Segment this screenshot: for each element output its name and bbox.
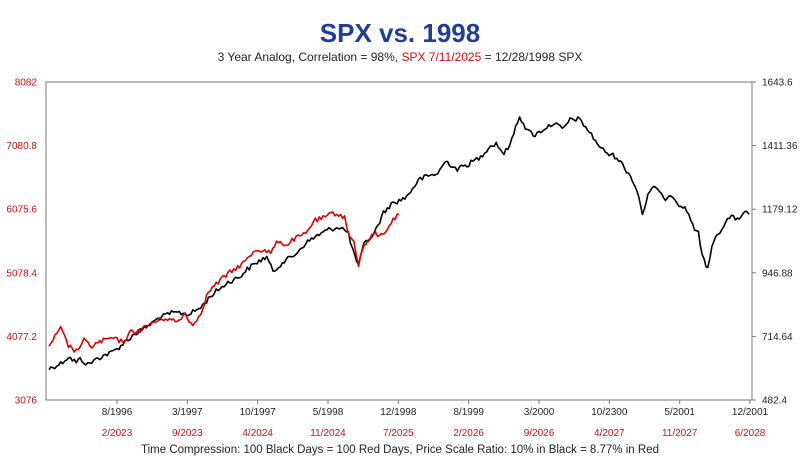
x-tick-label-red: 4/2027 bbox=[594, 428, 625, 439]
left-tick-label: 5078.4 bbox=[6, 268, 37, 279]
left-tick-label: 4077.2 bbox=[6, 332, 37, 343]
x-tick-label-red: 11/2027 bbox=[662, 428, 698, 439]
x-tick-label-red: 2/2026 bbox=[453, 428, 484, 439]
plot-frame bbox=[45, 81, 753, 401]
x-tick-label-red: 9/2023 bbox=[172, 428, 203, 439]
x-axis: 8/1996 2/2023 3/1997 9/2023 10/1997 4/2024 5/1… bbox=[102, 400, 769, 439]
right-tick-label: 1411.36 bbox=[762, 141, 798, 152]
series-line-red bbox=[48, 211, 400, 353]
subtitle-black-text: 3 Year Analog, Correlation = 98%, bbox=[217, 50, 399, 64]
x-tick-label-red: 4/2024 bbox=[242, 428, 273, 439]
x-tick-label-black: 10/1997 bbox=[240, 407, 277, 418]
x-tick-label-black: 5/1998 bbox=[313, 407, 344, 418]
x-tick-label-black: 8/1999 bbox=[453, 407, 484, 418]
right-tick-label: 482.4 bbox=[762, 396, 787, 407]
x-tick-label-black: 3/1997 bbox=[172, 407, 203, 418]
right-tick-label: 1179.12 bbox=[762, 205, 798, 216]
x-tick-label-red: 2/2023 bbox=[102, 428, 133, 439]
right-tick-label: 1643.6 bbox=[762, 78, 793, 89]
right-axis: 1643.6 1411.36 1179.12 946.88 714.64 482.4 bbox=[752, 78, 798, 407]
x-tick-label-black: 12/2001 bbox=[732, 407, 769, 418]
x-tick-label-black: 3/2000 bbox=[524, 407, 555, 418]
left-tick-label: 6075.6 bbox=[6, 205, 37, 216]
chart-title: SPX vs. 1998 bbox=[319, 18, 481, 48]
series-line-black bbox=[48, 116, 750, 371]
subtitle-red-text: SPX 7/11/2025 bbox=[401, 50, 482, 64]
x-tick-label-red: 6/2028 bbox=[735, 428, 766, 439]
left-tick-label: 7080.8 bbox=[6, 141, 37, 152]
subtitle-tail-text: = 12/28/1998 SPX bbox=[484, 50, 583, 64]
right-tick-label: 714.64 bbox=[762, 332, 793, 343]
chart-subtitle: 3 Year Analog, Correlation = 98%, SPX 7/… bbox=[0, 50, 800, 64]
left-axis: 8082 7080.8 6075.6 5078.4 4077.2 3076 bbox=[6, 78, 37, 407]
chart-footer: Time Compression: 100 Black Days = 100 R… bbox=[141, 444, 659, 456]
x-tick-label-black: 5/2001 bbox=[664, 407, 695, 418]
x-tick-label-red: 9/2026 bbox=[524, 428, 555, 439]
left-tick-label: 8082 bbox=[15, 78, 38, 89]
x-tick-label-red: 11/2024 bbox=[310, 428, 346, 439]
x-tick-label-black: 10/2300 bbox=[591, 407, 628, 418]
right-tick-label: 946.88 bbox=[762, 268, 793, 279]
series-layer bbox=[48, 116, 750, 371]
x-tick-label-red: 7/2025 bbox=[383, 428, 414, 439]
left-tick-label: 3076 bbox=[15, 396, 38, 407]
x-tick-label-black: 12/1998 bbox=[380, 407, 417, 418]
x-tick-label-black: 8/1996 bbox=[102, 407, 133, 418]
